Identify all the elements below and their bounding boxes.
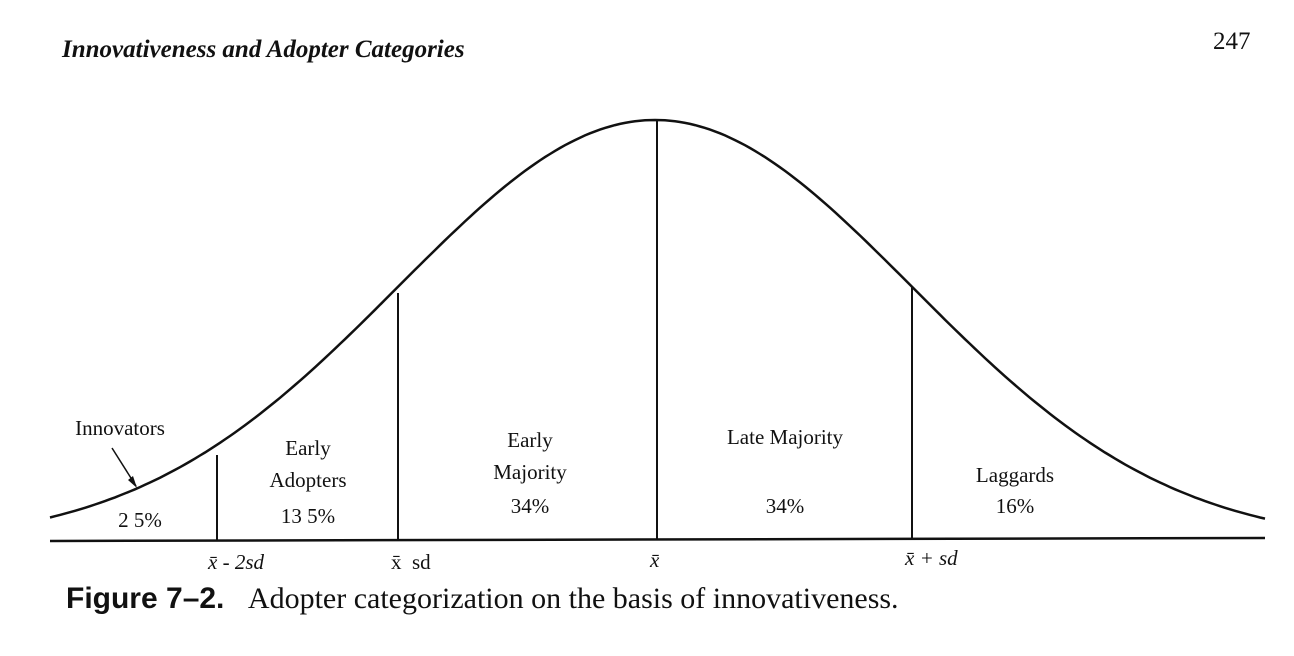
region-share: 16% bbox=[995, 494, 1035, 518]
caption-text: Adopter categorization on the basis of i… bbox=[247, 582, 899, 615]
running-header: Innovativeness and Adopter Categories bbox=[62, 36, 465, 63]
baseline bbox=[49, 536, 1266, 543]
region-share: 13 5% bbox=[280, 504, 336, 528]
region-label: Early Majority bbox=[493, 428, 567, 484]
caption-label: Figure 7–2. bbox=[66, 582, 225, 615]
axis-label: x̄ sd bbox=[391, 550, 431, 574]
axis-label: x̄ + sd bbox=[905, 546, 958, 570]
region-label: Laggards bbox=[975, 463, 1055, 487]
region-label: Early Adopters bbox=[269, 436, 347, 492]
region-label: Late Majority bbox=[726, 425, 844, 449]
page-number: 247 bbox=[1213, 28, 1251, 55]
region-share: 34% bbox=[510, 494, 550, 518]
figure-caption: Figure 7–2. Adopter categorization on th… bbox=[66, 582, 899, 616]
axis-label: x̄ - 2sd bbox=[208, 550, 264, 574]
region-share: 2 5% bbox=[118, 508, 162, 532]
arrowhead bbox=[128, 476, 137, 488]
region-label: Innovators bbox=[75, 416, 165, 440]
axis-label: x̄ bbox=[650, 548, 660, 572]
region-share: 34% bbox=[765, 494, 805, 518]
